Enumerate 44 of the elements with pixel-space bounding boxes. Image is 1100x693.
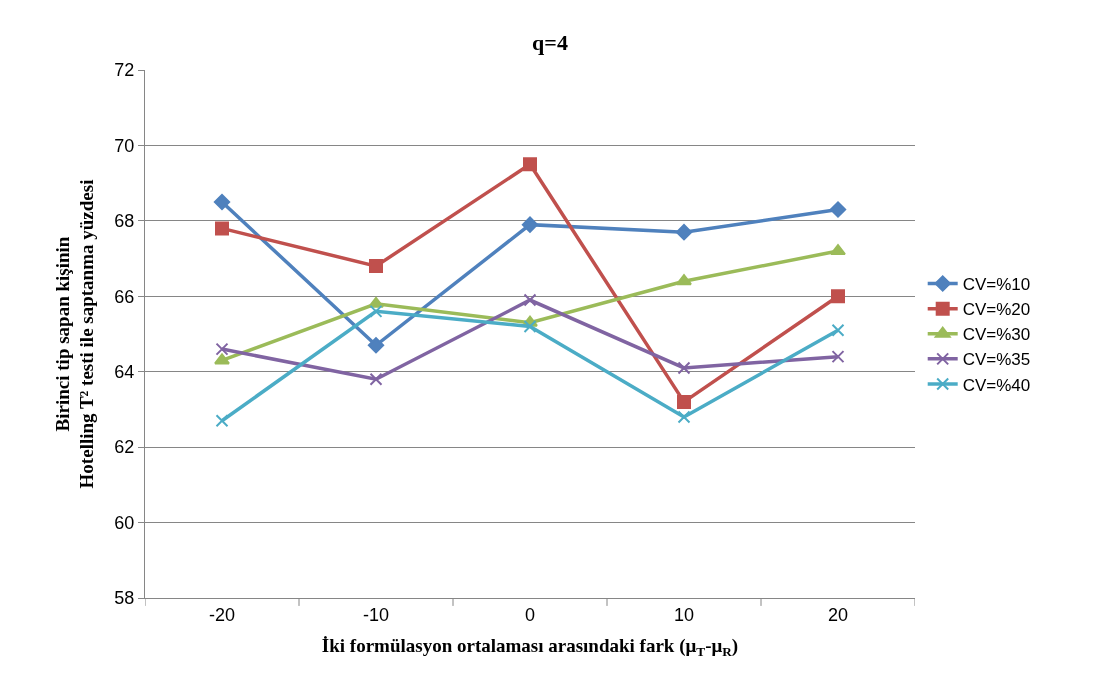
point [523, 319, 537, 333]
y-tick-label: 72 [114, 60, 135, 81]
point [829, 201, 847, 218]
y-tick-label: 68 [114, 211, 135, 232]
legend-label: CV=%30 [962, 325, 1031, 345]
point [369, 259, 383, 274]
point [523, 293, 537, 307]
point [675, 224, 693, 241]
point [215, 221, 229, 236]
point [676, 274, 692, 286]
y-tick-label: 64 [114, 362, 135, 383]
y-tick-label: 58 [114, 588, 135, 609]
x-tick-label: 0 [524, 604, 536, 625]
y-tick-label: 66 [114, 286, 135, 307]
x-axis-title: İki formülasyon ortalaması arasındaki fark (μ$_{T}$-μ$_{R}$) [321, 635, 739, 660]
y-tick-label: 60 [114, 512, 135, 533]
point [215, 342, 229, 356]
point [215, 414, 229, 428]
x-tick-label: 20 [827, 604, 849, 625]
chart-title: q=4 [532, 30, 568, 56]
point [831, 289, 845, 304]
point [831, 323, 845, 337]
legend-label: CV=%20 [962, 300, 1031, 320]
point [677, 361, 691, 375]
point [523, 157, 537, 172]
legend-label: CV=%40 [962, 375, 1031, 395]
point [521, 216, 539, 233]
y-axis-title: Birinci tip sapan kişinin Hotelling T² testi ile saptanma yüzdesi [51, 179, 98, 489]
point [367, 337, 385, 354]
point [677, 394, 691, 409]
legend-label: CV=%35 [962, 350, 1031, 370]
point [214, 353, 230, 365]
y-tick-label: 62 [114, 437, 135, 458]
point [677, 410, 691, 424]
point [213, 193, 231, 211]
point [830, 244, 846, 256]
point [369, 372, 383, 386]
x-tick-label: 10 [673, 604, 695, 625]
y-tick-label: 70 [114, 135, 135, 156]
x-tick-label: -20 [208, 604, 236, 625]
point [369, 304, 383, 318]
x-tick-label: -10 [362, 604, 390, 625]
point [831, 350, 845, 364]
legend-label: CV=%10 [962, 275, 1031, 295]
